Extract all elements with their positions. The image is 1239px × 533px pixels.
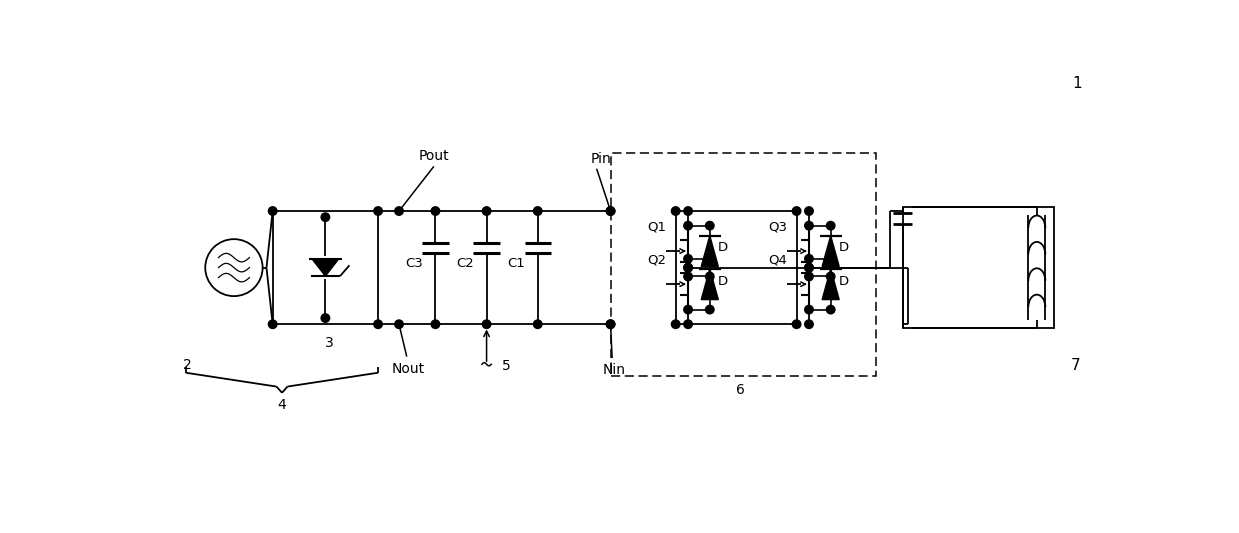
- Circle shape: [672, 207, 680, 215]
- Text: Nin: Nin: [603, 364, 626, 377]
- Circle shape: [804, 221, 813, 230]
- Circle shape: [374, 207, 383, 215]
- Circle shape: [606, 320, 615, 328]
- Bar: [273, 211, 378, 324]
- Circle shape: [431, 320, 440, 328]
- Text: Q4: Q4: [768, 254, 788, 267]
- Text: D: D: [839, 274, 849, 288]
- Circle shape: [705, 255, 714, 263]
- Circle shape: [395, 207, 403, 215]
- Circle shape: [684, 305, 693, 314]
- Polygon shape: [823, 236, 839, 266]
- Circle shape: [374, 320, 383, 328]
- Text: Q3: Q3: [768, 221, 788, 233]
- Text: 4: 4: [278, 398, 286, 412]
- Circle shape: [672, 320, 680, 328]
- Text: D: D: [717, 241, 729, 254]
- Circle shape: [804, 320, 813, 328]
- Text: Pin: Pin: [591, 152, 612, 166]
- Circle shape: [606, 207, 615, 215]
- Text: C3: C3: [405, 257, 422, 270]
- Circle shape: [684, 255, 693, 263]
- Bar: [903, 207, 1054, 328]
- Circle shape: [606, 320, 615, 328]
- Circle shape: [826, 221, 835, 230]
- Text: 3: 3: [325, 336, 333, 351]
- Circle shape: [826, 255, 835, 263]
- Text: C1: C1: [507, 257, 525, 270]
- Circle shape: [606, 207, 615, 215]
- Circle shape: [482, 207, 491, 215]
- Text: 6: 6: [736, 383, 745, 397]
- Text: 2: 2: [183, 358, 192, 372]
- Circle shape: [804, 255, 813, 263]
- Circle shape: [684, 263, 693, 272]
- Circle shape: [269, 207, 278, 215]
- Circle shape: [705, 305, 714, 314]
- Circle shape: [792, 320, 800, 328]
- Text: 7: 7: [1070, 358, 1080, 373]
- Circle shape: [684, 320, 693, 328]
- Circle shape: [321, 314, 330, 322]
- Text: Pout: Pout: [419, 149, 450, 163]
- Circle shape: [826, 272, 835, 281]
- Circle shape: [804, 207, 813, 215]
- Circle shape: [534, 207, 541, 215]
- Polygon shape: [701, 236, 719, 266]
- Circle shape: [705, 272, 714, 281]
- Circle shape: [395, 320, 403, 328]
- Circle shape: [804, 305, 813, 314]
- Bar: [611, 152, 876, 376]
- Circle shape: [684, 263, 693, 272]
- Circle shape: [534, 320, 541, 328]
- Text: 1: 1: [1072, 76, 1082, 91]
- Circle shape: [321, 213, 330, 221]
- Circle shape: [804, 263, 813, 272]
- Circle shape: [431, 207, 440, 215]
- Circle shape: [269, 320, 278, 328]
- Text: Q1: Q1: [648, 221, 667, 233]
- Text: C2: C2: [456, 257, 473, 270]
- Circle shape: [684, 207, 693, 215]
- Text: D: D: [839, 241, 849, 254]
- Circle shape: [792, 207, 800, 215]
- Circle shape: [684, 221, 693, 230]
- Polygon shape: [701, 269, 719, 300]
- Polygon shape: [823, 269, 839, 300]
- Text: D: D: [717, 274, 729, 288]
- Circle shape: [482, 320, 491, 328]
- Text: Q2: Q2: [648, 254, 667, 267]
- Circle shape: [804, 272, 813, 281]
- Circle shape: [804, 263, 813, 272]
- Circle shape: [684, 272, 693, 281]
- Polygon shape: [312, 259, 338, 276]
- Text: 5: 5: [502, 359, 510, 373]
- Text: Nout: Nout: [392, 362, 425, 376]
- Circle shape: [826, 305, 835, 314]
- Circle shape: [705, 221, 714, 230]
